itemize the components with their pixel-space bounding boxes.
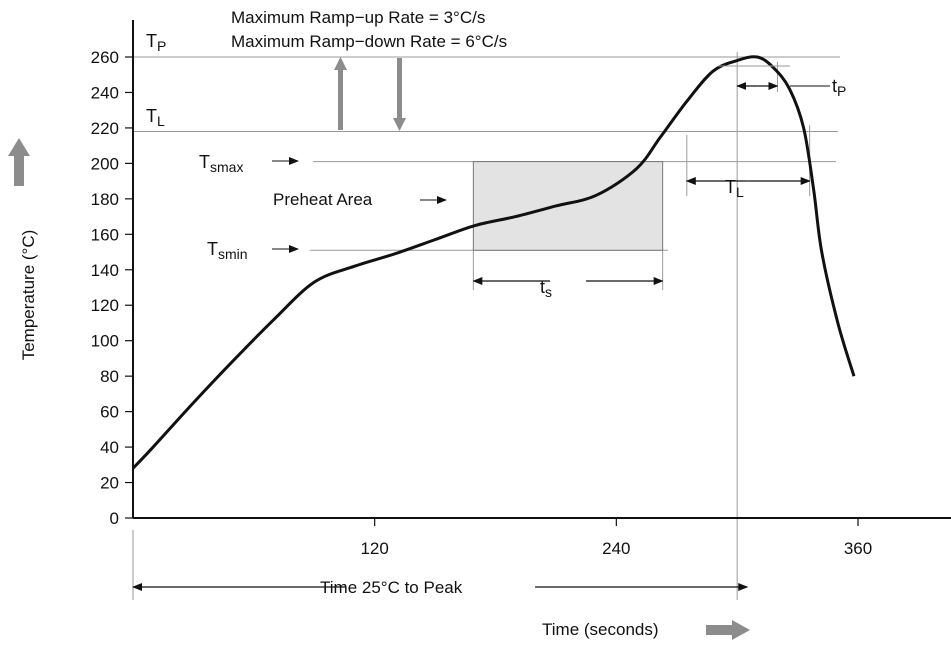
preheat-region-layer (472, 161, 664, 251)
ramp-up-arrow (334, 57, 347, 130)
ramp-up-annotation: Maximum Ramp−up Rate = 3°C/s (231, 8, 485, 27)
x-direction-arrow (706, 620, 750, 640)
preheat-area-region (472, 161, 664, 251)
y-tick-label: 120 (91, 296, 119, 315)
y-tick-label: 220 (91, 119, 119, 138)
tp-duration-label: tP (832, 76, 846, 99)
preheat-area-label: Preheat Area (273, 190, 373, 209)
tsmin-level-label: Tsmin (207, 239, 248, 262)
x-tick-label: 120 (360, 539, 388, 558)
tl-duration-label: TL (725, 177, 744, 200)
y-tick-label: 20 (100, 474, 119, 493)
ramp-down-arrow (393, 58, 406, 131)
ts-duration-label: ts (540, 277, 552, 300)
x-tick-label: 240 (602, 539, 630, 558)
y-tick-label: 140 (91, 261, 119, 280)
y-tick-label: 100 (91, 332, 119, 351)
y-tick-label: 260 (91, 48, 119, 67)
temperature-curve (131, 55, 856, 470)
y-tick-label: 60 (100, 403, 119, 422)
y-tick-label: 80 (100, 367, 119, 386)
y-tick-label: 180 (91, 190, 119, 209)
peak-time-label: Time 25°C to Peak (320, 578, 463, 597)
tl-level-label: TL (146, 106, 165, 129)
x-axis-label: Time (seconds) (542, 620, 659, 639)
y-tick-label: 0 (110, 509, 119, 528)
y-tick-label: 240 (91, 83, 119, 102)
y-tick-label: 40 (100, 438, 119, 457)
dimension-arrows (132, 65, 830, 591)
tsmax-level-label: Tsmax (199, 152, 243, 175)
tp-level-label: TP (146, 31, 166, 54)
series-layer (131, 55, 856, 470)
y-tick-label: 200 (91, 154, 119, 173)
y-direction-arrow (8, 138, 30, 186)
y-axis-label: Temperature (°C) (19, 230, 38, 361)
x-tick-label: 360 (844, 539, 872, 558)
ramp-down-annotation: Maximum Ramp−down Rate = 6°C/s (231, 32, 507, 51)
y-tick-label: 160 (91, 225, 119, 244)
axes: 0 20 40 60 80 100 120 140 160 180 200 220 240 260 120 2… (91, 20, 951, 558)
